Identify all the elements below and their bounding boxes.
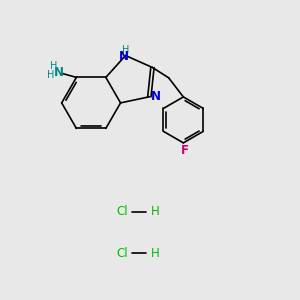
Text: N: N bbox=[54, 67, 64, 80]
Text: N: N bbox=[119, 50, 129, 63]
Text: F: F bbox=[181, 144, 189, 157]
Text: H: H bbox=[122, 45, 129, 55]
Text: H: H bbox=[151, 205, 159, 218]
Text: Cl: Cl bbox=[116, 205, 128, 218]
Text: H: H bbox=[50, 61, 57, 71]
Text: N: N bbox=[151, 90, 161, 103]
Text: H: H bbox=[47, 70, 55, 80]
Text: Cl: Cl bbox=[116, 247, 128, 260]
Text: H: H bbox=[151, 247, 159, 260]
